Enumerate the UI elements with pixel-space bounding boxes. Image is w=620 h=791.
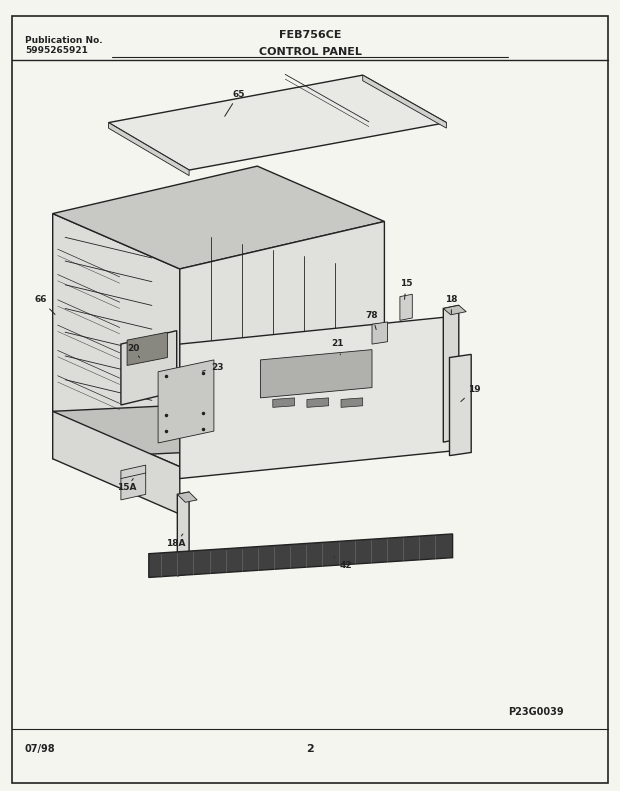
Polygon shape [443,305,466,315]
Text: Publication No.: Publication No. [25,36,102,44]
Polygon shape [108,75,446,170]
Polygon shape [53,411,180,514]
Polygon shape [273,398,294,407]
Polygon shape [372,322,388,344]
Text: 5995265921: 5995265921 [25,46,87,55]
Text: 23: 23 [202,363,223,373]
Polygon shape [149,534,453,577]
Polygon shape [53,214,180,467]
Polygon shape [121,331,177,405]
Polygon shape [53,166,384,269]
Text: 2: 2 [306,744,314,754]
Polygon shape [443,305,459,442]
Text: FEB756CE: FEB756CE [279,30,341,40]
Text: CONTROL PANEL: CONTROL PANEL [259,47,361,58]
Text: 42: 42 [334,557,352,570]
Text: 15A: 15A [117,479,136,493]
Text: 20: 20 [127,344,140,358]
Polygon shape [53,396,384,459]
Text: 66: 66 [34,295,55,315]
Polygon shape [108,123,189,176]
Polygon shape [158,360,214,443]
Polygon shape [450,354,471,456]
Text: 19: 19 [461,384,480,402]
Text: P23G0039: P23G0039 [508,707,564,717]
Text: 65: 65 [224,89,245,116]
Polygon shape [400,294,412,320]
Polygon shape [363,75,446,128]
Polygon shape [177,492,197,502]
Polygon shape [341,398,363,407]
Polygon shape [177,492,189,576]
Text: 15: 15 [400,279,412,300]
Polygon shape [127,332,167,365]
Text: 18: 18 [445,295,458,313]
Polygon shape [307,398,329,407]
Text: 21: 21 [332,339,344,355]
Text: 78: 78 [366,311,378,330]
Polygon shape [121,465,146,500]
Text: 18A: 18A [166,534,185,548]
Polygon shape [180,221,384,443]
Text: 07/98: 07/98 [25,744,55,754]
Polygon shape [260,350,372,398]
Polygon shape [180,316,453,479]
